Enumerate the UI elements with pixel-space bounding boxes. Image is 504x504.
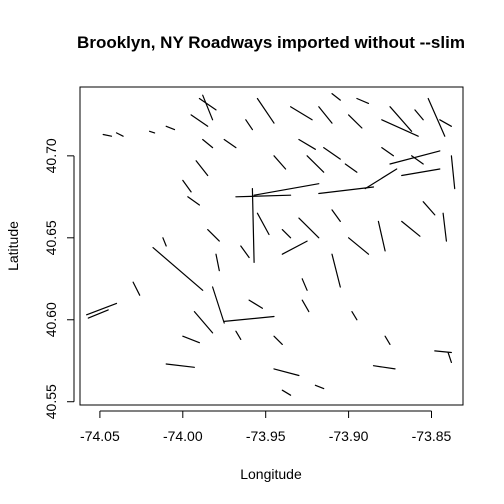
road-segment (251, 188, 255, 263)
road-segment (202, 94, 214, 121)
road-segment (87, 309, 109, 319)
road-segment (193, 311, 214, 334)
road-segment (442, 212, 447, 242)
road-segment (447, 351, 452, 363)
y-axis-label: Latitude (5, 221, 21, 271)
road-segment (240, 245, 250, 259)
road-segment (344, 163, 358, 173)
y-tick-label: 40.70 (43, 138, 59, 173)
roadway-segments (85, 92, 456, 396)
road-segment (381, 119, 419, 137)
road-segment (223, 138, 237, 149)
road-segment (248, 299, 263, 309)
road-segment (102, 133, 113, 137)
road-segment (348, 237, 370, 255)
road-segment (323, 147, 341, 160)
road-segment (318, 106, 333, 124)
road-segment (356, 97, 370, 105)
road-segment (401, 220, 421, 237)
road-segment (298, 138, 316, 150)
road-segment (422, 201, 436, 216)
road-segment (450, 155, 456, 190)
road-segment (331, 209, 341, 222)
road-segment (364, 168, 398, 190)
y-axis: 40.55 40.60 40.65 40.70 (43, 138, 75, 419)
road-segment (384, 335, 391, 345)
road-segment (195, 160, 209, 177)
road-segment (434, 350, 452, 354)
road-segment (290, 106, 313, 121)
road-segment (377, 220, 386, 252)
road-segment (202, 138, 214, 149)
road-segment (215, 253, 220, 272)
road-segment (301, 299, 310, 313)
road-segment (256, 212, 270, 236)
y-tick-label: 40.55 (43, 384, 59, 419)
chart-title: Brooklyn, NY Roadways imported without -… (77, 33, 465, 52)
road-segment (223, 315, 275, 322)
road-segment (182, 335, 200, 344)
road-segment (235, 194, 292, 198)
road-segment (281, 229, 292, 239)
road-segment (414, 109, 424, 121)
road-segment (273, 335, 283, 345)
road-segment (273, 368, 300, 377)
y-tick-label: 40.65 (43, 220, 59, 255)
road-segment (253, 183, 320, 196)
x-tick-label: -74.00 (163, 428, 203, 444)
x-tick-label: -73.95 (246, 428, 286, 444)
road-segment (389, 106, 413, 132)
road-segment (427, 97, 446, 137)
road-segment (401, 168, 441, 177)
road-segment (314, 384, 325, 390)
y-tick-label: 40.60 (43, 302, 59, 337)
road-segment (190, 114, 209, 127)
road-segment (281, 389, 292, 396)
road-segment (198, 97, 217, 111)
road-segment (301, 278, 308, 291)
road-segment (182, 179, 192, 193)
road-segment (235, 330, 242, 340)
x-axis-label: Longitude (240, 466, 302, 482)
road-segment (162, 237, 167, 247)
road-segment (165, 125, 176, 131)
road-segment (281, 240, 308, 255)
road-segment (245, 119, 253, 131)
x-tick-label: -73.90 (329, 428, 369, 444)
road-segment (207, 229, 220, 242)
plot-frame (79, 86, 464, 406)
x-tick-label: -73.85 (412, 428, 452, 444)
road-segment (439, 119, 452, 127)
road-segment (85, 302, 118, 316)
road-segment (187, 196, 200, 206)
x-axis: -74.05 -74.00 -73.95 -73.90 -73.85 (80, 410, 452, 444)
road-segment (256, 97, 275, 124)
road-segment (165, 363, 195, 368)
road-segment (351, 311, 358, 321)
road-segment (132, 281, 141, 296)
road-segment (318, 186, 375, 195)
road-segment (381, 147, 394, 157)
road-segment (298, 217, 320, 239)
road-segment (331, 253, 341, 288)
road-segment (152, 247, 204, 291)
road-segment (372, 365, 396, 370)
road-segment (331, 92, 341, 101)
road-segment (212, 286, 225, 324)
road-segment (348, 114, 363, 129)
road-segment (115, 132, 124, 137)
road-segment (273, 155, 287, 170)
x-tick-label: -74.05 (80, 428, 120, 444)
road-segment (306, 155, 325, 173)
road-segment (411, 155, 424, 165)
road-segment (149, 130, 156, 134)
